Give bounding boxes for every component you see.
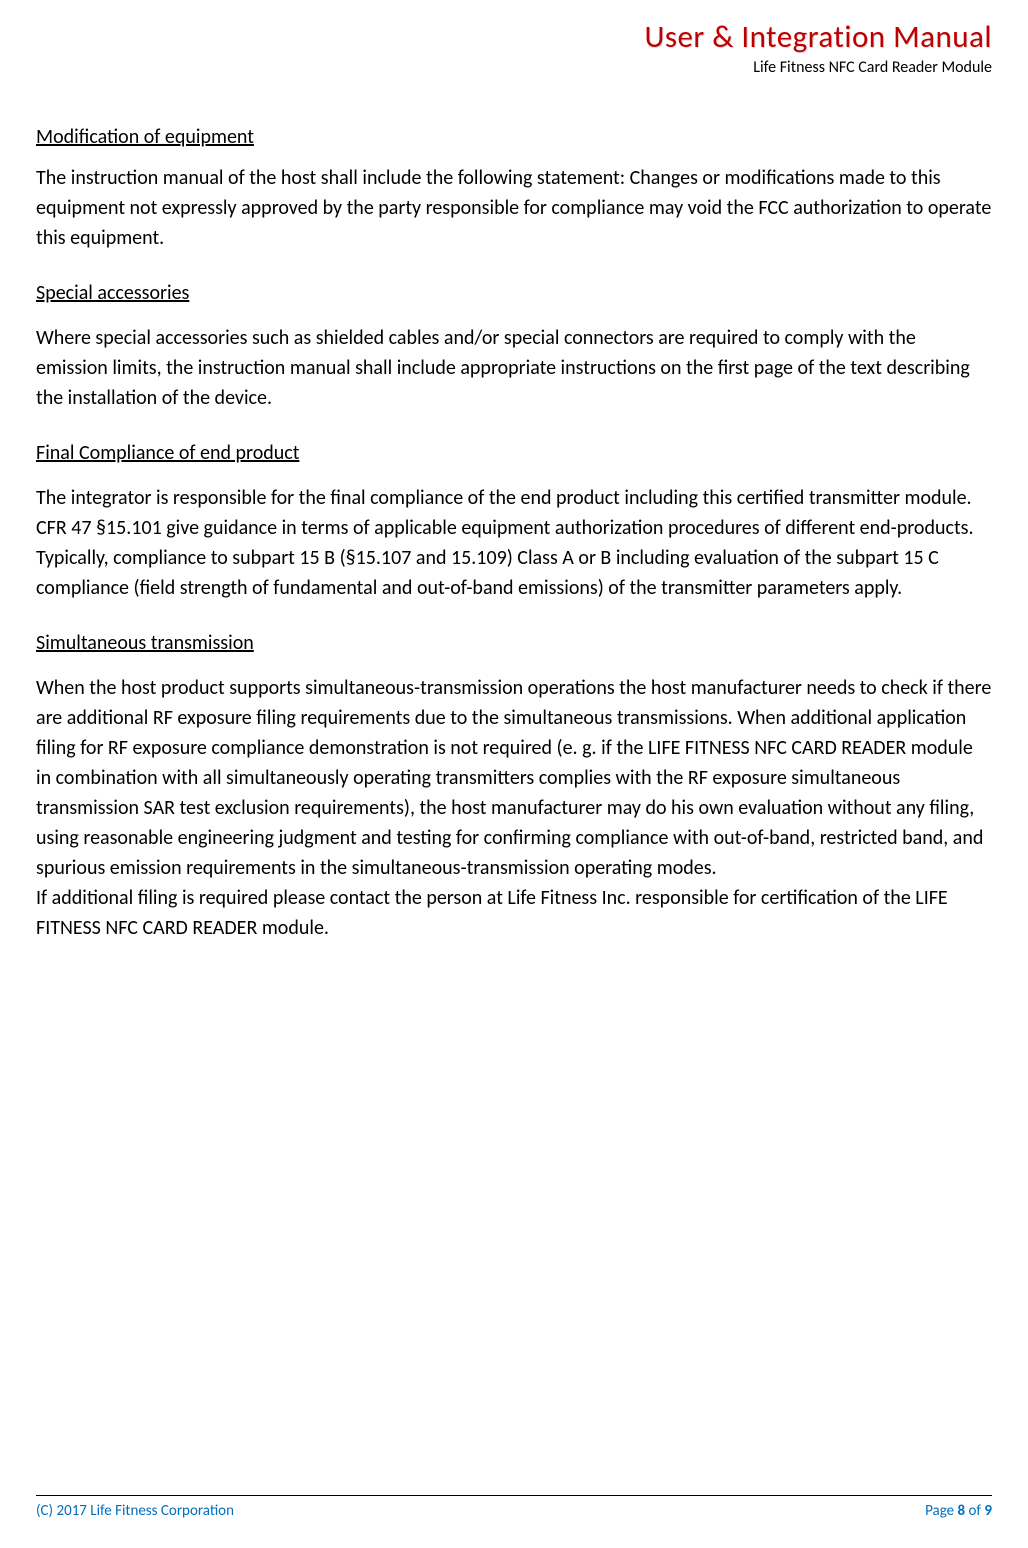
page-footer: (C) 2017 Life Fitness Corporation Page 8…: [36, 1495, 992, 1520]
section-body-compliance: The integrator is responsible for the fi…: [36, 483, 992, 603]
section-body-simultaneous: When the host product supports simultane…: [36, 673, 992, 943]
section-heading-modification: Modification of equipment: [36, 125, 992, 149]
page-total: 9: [984, 1502, 992, 1520]
footer-copyright: (C) 2017 Life Fitness Corporation: [36, 1502, 234, 1520]
section-heading-accessories: Special accessories: [36, 281, 992, 305]
document-title: User & Integration Manual: [36, 18, 992, 56]
page-content: Modification of equipment The instructio…: [36, 125, 992, 943]
page-current: 8: [958, 1502, 966, 1520]
section-body-modification: The instruction manual of the host shall…: [36, 163, 992, 253]
page-header: User & Integration Manual Life Fitness N…: [36, 18, 992, 77]
section-heading-compliance: Final Compliance of end product: [36, 441, 992, 465]
section-body-accessories: Where special accessories such as shield…: [36, 323, 992, 413]
page-label: Page: [925, 1502, 957, 1520]
footer-page-number: Page 8 of 9: [925, 1502, 992, 1520]
document-subtitle: Life Fitness NFC Card Reader Module: [36, 58, 992, 77]
page-of: of: [965, 1502, 984, 1520]
section-heading-simultaneous: Simultaneous transmission: [36, 631, 992, 655]
